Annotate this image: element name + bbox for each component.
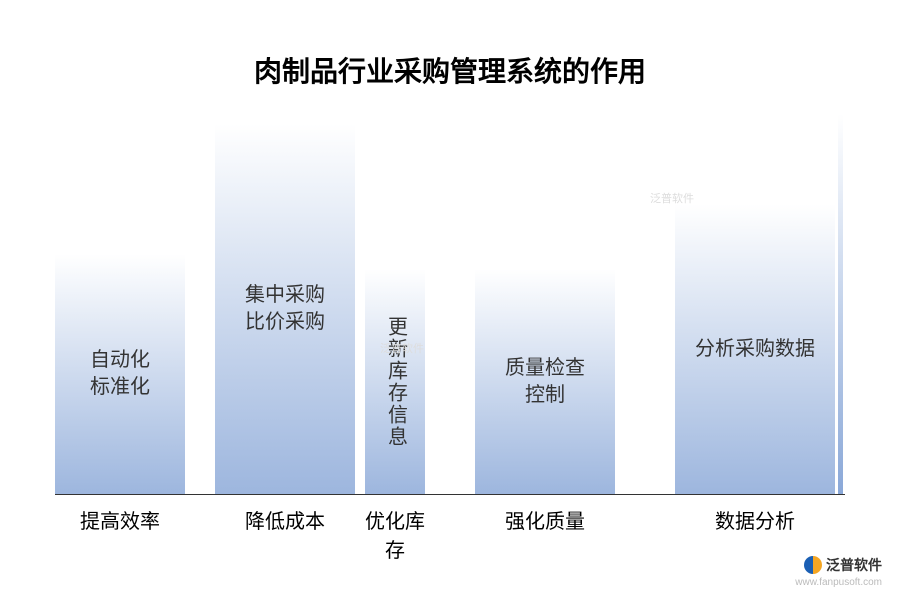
x-label-4: 数据分析 (675, 505, 835, 534)
logo-brand-text: 泛普软件 (826, 555, 882, 575)
x-label-2: 优化库存 (365, 505, 425, 563)
chart-area: 自动化标准化集中采购比价采购更新库存信息质量检查控制分析采购数据 (55, 115, 845, 495)
x-label-1: 降低成本 (215, 505, 355, 534)
bar-1: 集中采购比价采购 (215, 124, 355, 494)
bar-4: 分析采购数据 (675, 204, 835, 494)
bar-2: 更新库存信息 (365, 269, 425, 494)
y-axis-accent (838, 114, 843, 494)
bar-0: 自动化标准化 (55, 254, 185, 494)
x-axis-labels: 提高效率降低成本优化库存强化质量数据分析 (55, 505, 845, 535)
logo-icon (804, 556, 822, 574)
brand-watermark: 泛普软件 www.fanpusoft.com (795, 555, 882, 588)
x-label-3: 强化质量 (475, 505, 615, 534)
bar-3: 质量检查控制 (475, 269, 615, 494)
watermark-faint-1: 泛普软件 (380, 340, 424, 356)
x-label-0: 提高效率 (55, 505, 185, 534)
watermark-faint-2: 泛普软件 (650, 190, 694, 206)
chart-title: 肉制品行业采购管理系统的作用 (0, 50, 900, 90)
logo-url-text: www.fanpusoft.com (795, 577, 882, 588)
